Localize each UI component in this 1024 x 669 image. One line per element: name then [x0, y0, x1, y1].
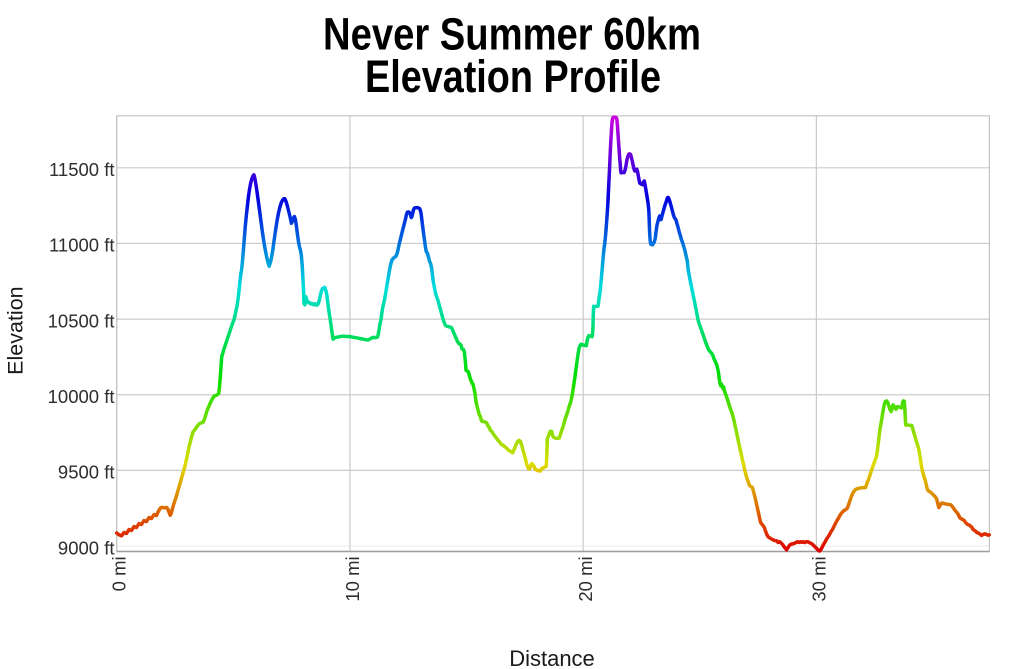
svg-text:20 mi: 20 mi: [575, 556, 596, 601]
svg-text:10500 ft: 10500 ft: [48, 310, 115, 331]
svg-text:10 mi: 10 mi: [342, 556, 363, 601]
svg-text:10000 ft: 10000 ft: [48, 386, 115, 407]
svg-text:30 mi: 30 mi: [808, 556, 829, 601]
svg-text:9000 ft: 9000 ft: [58, 537, 115, 558]
svg-text:Elevation: Elevation: [4, 286, 28, 374]
svg-text:Distance: Distance: [509, 646, 595, 669]
svg-text:0 mi: 0 mi: [109, 556, 130, 591]
svg-text:11000 ft: 11000 ft: [49, 235, 115, 256]
svg-text:9500 ft: 9500 ft: [58, 462, 115, 483]
svg-text:11500 ft: 11500 ft: [49, 159, 115, 180]
svg-text:Elevation Profile: Elevation Profile: [365, 51, 661, 102]
svg-text:Never Summer 60km: Never Summer 60km: [323, 9, 701, 60]
